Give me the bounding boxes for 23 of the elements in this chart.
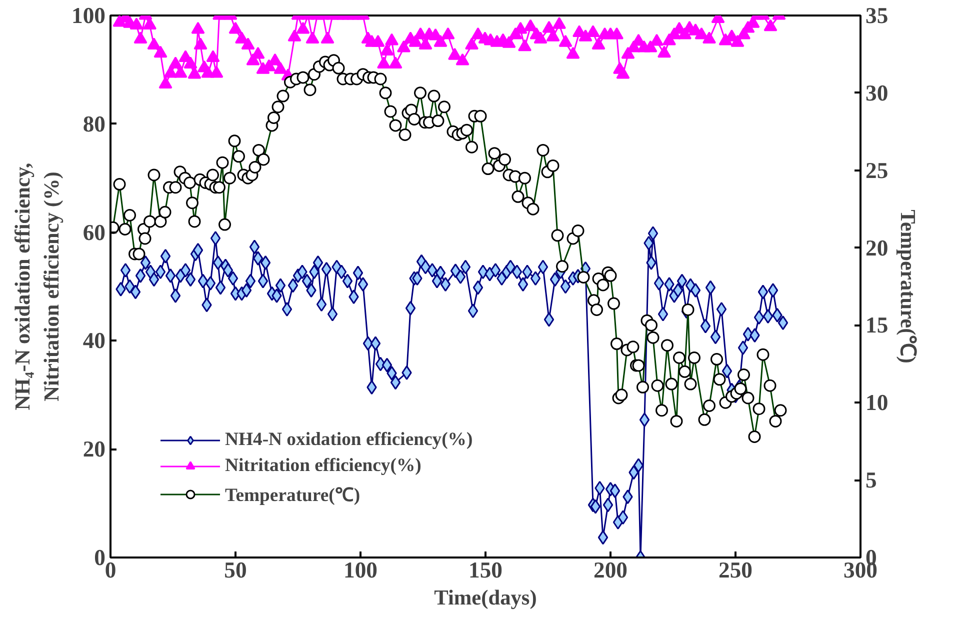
y-axis-title: NH₄-N oxidation efficiency, Nitritation efficiency (%) <box>10 162 64 410</box>
legend-label: Temperature(℃) <box>225 484 360 507</box>
y2-tick-label: 20 <box>866 235 888 260</box>
y2-tick-label: 15 <box>866 312 888 338</box>
y2-tick-label: 10 <box>866 390 888 416</box>
legend-label: NH4-N oxidation efficiency(%) <box>225 429 473 451</box>
y2-tick-label: 5 <box>866 468 877 493</box>
x-tick-label: 50 <box>224 558 247 582</box>
x-tick-label: 100 <box>344 558 378 582</box>
y-tick-label: 20 <box>82 436 106 462</box>
y2-tick-label: 35 <box>866 3 888 28</box>
y2-axis-title: Temperature(℃) <box>896 210 920 364</box>
x-axis-title: Time(days) <box>434 586 537 610</box>
x-tick-label: 250 <box>718 558 752 582</box>
y-tick-label: 100 <box>72 3 106 28</box>
x-tick-label: 150 <box>468 558 502 582</box>
legend-label: Nitritation efficiency(%) <box>225 455 422 477</box>
y-tick-label: 80 <box>82 111 106 136</box>
x-tick-label: 200 <box>594 558 628 582</box>
y2-tick-label: 25 <box>866 158 888 183</box>
y2-tick-label: 30 <box>866 80 888 106</box>
y-tick-label: 60 <box>82 220 106 245</box>
y-tick-label: 40 <box>82 328 106 354</box>
